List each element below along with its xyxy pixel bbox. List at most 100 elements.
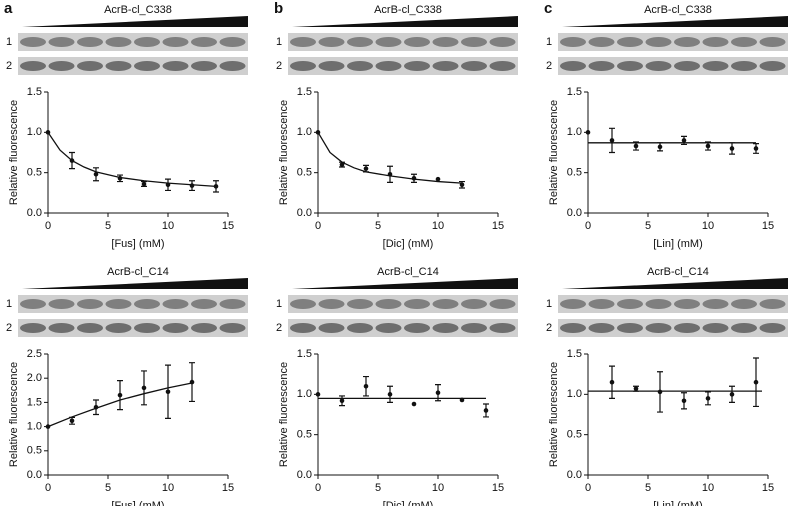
x-axis-label: [Dic] (mM) bbox=[383, 500, 434, 506]
data-point bbox=[189, 183, 195, 188]
y-tick-label: 1.5 bbox=[27, 86, 42, 98]
x-tick-label: 10 bbox=[432, 482, 444, 494]
gel-band bbox=[617, 61, 643, 71]
x-axis-label: [Fus] (mM) bbox=[111, 238, 164, 250]
gel-band bbox=[617, 37, 643, 47]
gel-strip bbox=[18, 295, 248, 313]
gel-strip bbox=[558, 319, 788, 337]
data-point bbox=[315, 130, 321, 135]
gel-title: AcrB-cl_C14 bbox=[377, 266, 439, 278]
x-tick-label: 10 bbox=[162, 220, 174, 232]
gel-band bbox=[617, 299, 643, 309]
x-tick-label: 0 bbox=[45, 220, 51, 232]
y-tick-label: 0.5 bbox=[297, 429, 312, 441]
data-point bbox=[141, 181, 147, 187]
y-tick-label: 0.0 bbox=[27, 469, 42, 481]
gel-strip bbox=[18, 319, 248, 337]
gel-band bbox=[290, 323, 316, 333]
lane-label: 1 bbox=[6, 36, 12, 48]
gel-band bbox=[134, 299, 160, 309]
gel-title: AcrB-cl_C14 bbox=[107, 266, 169, 278]
gel-band bbox=[290, 61, 316, 71]
data-point bbox=[387, 171, 393, 177]
gel-band bbox=[347, 299, 373, 309]
x-tick-label: 15 bbox=[492, 482, 504, 494]
gel-strip bbox=[288, 295, 518, 313]
gel-band bbox=[404, 37, 430, 47]
gel-band bbox=[48, 299, 75, 309]
gel-band bbox=[588, 37, 615, 47]
data-point bbox=[705, 143, 711, 149]
gel-strip bbox=[558, 295, 788, 313]
y-tick-label: 1.0 bbox=[567, 388, 582, 400]
gel-band bbox=[48, 37, 75, 47]
gel-band bbox=[48, 61, 75, 71]
gel-band bbox=[560, 323, 586, 333]
data-point bbox=[657, 389, 663, 395]
gel-band bbox=[318, 61, 345, 71]
gel-band bbox=[20, 37, 46, 47]
gel-band bbox=[461, 323, 487, 333]
y-tick-label: 0.0 bbox=[27, 207, 42, 219]
gel-band bbox=[560, 37, 586, 47]
gel-band bbox=[77, 323, 103, 333]
gel-band bbox=[674, 299, 700, 309]
data-point bbox=[681, 398, 687, 404]
y-tick-label: 1.5 bbox=[27, 396, 42, 408]
y-tick-label: 0.5 bbox=[27, 445, 42, 457]
gel-band bbox=[702, 61, 729, 71]
gel-band bbox=[404, 299, 430, 309]
gel-band bbox=[134, 323, 160, 333]
gel-band bbox=[489, 323, 516, 333]
y-tick-label: 1.5 bbox=[567, 86, 582, 98]
x-tick-label: 0 bbox=[45, 482, 51, 494]
data-point bbox=[411, 401, 417, 407]
gel-band bbox=[674, 323, 700, 333]
x-axis-label: [Fus] (mM) bbox=[111, 500, 164, 506]
gel-band bbox=[191, 323, 217, 333]
gel-band bbox=[645, 37, 672, 47]
gel-band bbox=[77, 61, 103, 71]
lane-label: 1 bbox=[276, 36, 282, 48]
y-tick-label: 1.0 bbox=[297, 126, 312, 138]
data-point bbox=[93, 404, 99, 410]
x-tick-label: 0 bbox=[315, 220, 321, 232]
gel-band bbox=[191, 299, 217, 309]
y-tick-label: 0.5 bbox=[567, 429, 582, 441]
gel-band bbox=[588, 323, 615, 333]
x-tick-label: 5 bbox=[645, 220, 651, 232]
y-tick-label: 0.0 bbox=[567, 469, 582, 481]
x-tick-label: 15 bbox=[762, 220, 774, 232]
data-point bbox=[189, 379, 195, 385]
x-tick-label: 0 bbox=[585, 482, 591, 494]
gel-band bbox=[404, 61, 430, 71]
lane-label: 1 bbox=[546, 298, 552, 310]
data-point bbox=[633, 386, 639, 391]
x-tick-label: 5 bbox=[105, 220, 111, 232]
y-tick-label: 2.5 bbox=[27, 348, 42, 360]
y-tick-label: 1.0 bbox=[297, 388, 312, 400]
wedge bbox=[292, 278, 518, 289]
gel-band bbox=[219, 37, 246, 47]
gel-band bbox=[432, 323, 459, 333]
y-tick-label: 1.0 bbox=[27, 421, 42, 433]
gel-band bbox=[191, 61, 217, 71]
gel-band bbox=[759, 37, 786, 47]
x-tick-label: 15 bbox=[492, 220, 504, 232]
data-point bbox=[681, 138, 687, 143]
data-point bbox=[363, 166, 369, 171]
gel-title: AcrB-cl_C338 bbox=[644, 4, 712, 16]
data-point bbox=[609, 379, 615, 385]
x-tick-label: 10 bbox=[702, 220, 714, 232]
wedge bbox=[22, 278, 248, 289]
lane-label: 2 bbox=[276, 322, 282, 334]
fit-line bbox=[47, 131, 217, 188]
gel-band bbox=[674, 61, 700, 71]
gel-band bbox=[432, 61, 459, 71]
y-tick-label: 0.5 bbox=[27, 167, 42, 179]
gel-strip bbox=[288, 57, 518, 75]
y-axis-label: Relative fluorescence bbox=[8, 100, 20, 205]
gel-band bbox=[645, 299, 672, 309]
gel-band bbox=[290, 299, 316, 309]
x-tick-label: 10 bbox=[702, 482, 714, 494]
